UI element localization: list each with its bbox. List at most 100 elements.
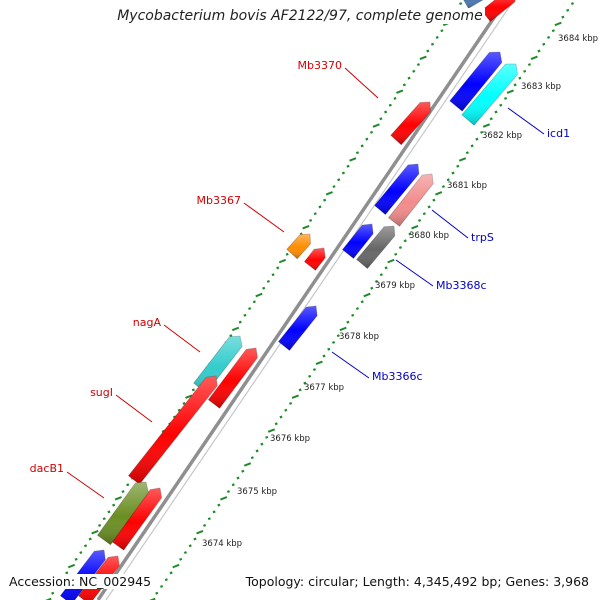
scale-tick bbox=[554, 21, 562, 27]
scale-tick bbox=[561, 15, 565, 19]
scale-label: 3675 kbp bbox=[237, 487, 277, 497]
scale-tick bbox=[398, 246, 402, 250]
scale-tick bbox=[566, 8, 570, 12]
scale-tick bbox=[570, 2, 574, 6]
scale-tick bbox=[231, 483, 235, 487]
scale-tick bbox=[217, 503, 221, 507]
scale-tick bbox=[169, 571, 173, 575]
scale-tick bbox=[185, 394, 193, 399]
scale-tick bbox=[465, 151, 469, 155]
scale-tick bbox=[388, 103, 392, 107]
scale-tick bbox=[327, 347, 331, 351]
scale-tick bbox=[236, 476, 240, 480]
leader-line-trps bbox=[431, 209, 469, 239]
scale-tick bbox=[260, 442, 264, 446]
scale-tick bbox=[408, 232, 412, 236]
scale-tick bbox=[332, 185, 336, 189]
scale-tick bbox=[121, 490, 125, 494]
scale-tick bbox=[372, 123, 380, 128]
scale-tick bbox=[384, 110, 388, 114]
scale-tick bbox=[79, 551, 83, 555]
scale-label: 3682 kbp bbox=[482, 131, 522, 141]
scale-tick bbox=[291, 394, 299, 399]
scale-tick bbox=[255, 449, 259, 453]
scale-tick bbox=[98, 523, 102, 527]
scale-tick bbox=[299, 232, 303, 236]
scale-tick bbox=[551, 29, 555, 33]
scale-tick bbox=[255, 292, 263, 298]
gene-arrow-mb3368c-blue-shade bbox=[342, 224, 374, 259]
scale-tick bbox=[160, 584, 164, 588]
scale-tick bbox=[248, 307, 252, 311]
gene-label-naga: nagA bbox=[133, 316, 162, 329]
scale-tick bbox=[91, 530, 99, 535]
scale-tick bbox=[427, 205, 431, 209]
scale-tick bbox=[394, 252, 398, 256]
scale-tick bbox=[527, 63, 531, 67]
scale-tick bbox=[332, 340, 336, 344]
scale-tick bbox=[203, 523, 207, 527]
gene-label-sugi: sugI bbox=[90, 386, 113, 399]
scale-tick bbox=[276, 266, 280, 270]
scale-tick bbox=[451, 171, 455, 175]
leader-line-dacb1 bbox=[66, 471, 105, 499]
scale-tick bbox=[298, 388, 302, 392]
scale-tick bbox=[220, 496, 228, 501]
scale-tick bbox=[315, 360, 323, 365]
scale-tick bbox=[412, 69, 416, 73]
scale-tick bbox=[430, 42, 435, 46]
gene-arrow-mb3366c-shade bbox=[278, 306, 318, 351]
scale-tick bbox=[309, 218, 313, 222]
scale-tick bbox=[411, 225, 419, 230]
scale-tick bbox=[446, 178, 450, 182]
map-title: Mycobacterium bovis AF2122/97, complete … bbox=[115, 8, 485, 24]
gene-label-icd1: icd1 bbox=[547, 127, 570, 140]
feature-arrow-top-red-shade bbox=[481, 0, 516, 22]
scale-tick bbox=[149, 597, 156, 600]
scale-tick bbox=[339, 326, 347, 332]
scale-tick bbox=[336, 334, 340, 338]
scale-tick bbox=[188, 544, 192, 548]
scale-tick bbox=[289, 401, 293, 405]
scale-tick bbox=[494, 110, 498, 114]
scale-tick bbox=[530, 55, 538, 60]
scale-tick bbox=[196, 530, 204, 535]
gene-arrow-trps-shade bbox=[388, 174, 434, 227]
gene-arrow-mb3370-shade bbox=[390, 102, 431, 145]
scale-tick bbox=[365, 137, 369, 141]
scale-tick bbox=[475, 137, 479, 141]
scale-tick bbox=[426, 49, 430, 53]
scale-label: 3677 kbp bbox=[304, 383, 344, 393]
scale-tick bbox=[67, 563, 76, 569]
scale-tick bbox=[422, 212, 426, 216]
scale-tick bbox=[303, 381, 307, 385]
scale-tick bbox=[416, 63, 420, 67]
scale-tick bbox=[226, 490, 230, 494]
scale-tick bbox=[435, 191, 443, 196]
scale-tick bbox=[107, 510, 111, 514]
scale-tick bbox=[360, 300, 364, 304]
scale-tick bbox=[45, 597, 52, 600]
scale-tick bbox=[504, 96, 508, 100]
scale-tick bbox=[265, 435, 269, 439]
topology-summary: Topology: circular; Length: 4,345,492 bp… bbox=[244, 574, 590, 589]
scale-tick bbox=[241, 469, 245, 473]
gene-arrow-mb3367-shade bbox=[304, 248, 326, 271]
scale-tick bbox=[459, 2, 463, 6]
scale-tick bbox=[177, 408, 181, 412]
scale-tick bbox=[266, 279, 270, 283]
scale-label: 3678 kbp bbox=[339, 332, 379, 342]
backbone-line-inner bbox=[105, 0, 515, 600]
scale-tick bbox=[355, 151, 360, 155]
scale-tick bbox=[542, 42, 546, 46]
gene-label-mb3366c: Mb3366c bbox=[372, 370, 423, 383]
scale-tick bbox=[318, 205, 322, 209]
scale-tick bbox=[193, 537, 197, 541]
backbone-line-outer bbox=[96, 0, 508, 600]
scale-tick bbox=[355, 307, 359, 311]
scale-tick bbox=[274, 422, 278, 426]
gene-label-mb3368c: Mb3368c bbox=[436, 279, 487, 292]
scale-tick bbox=[379, 117, 383, 121]
